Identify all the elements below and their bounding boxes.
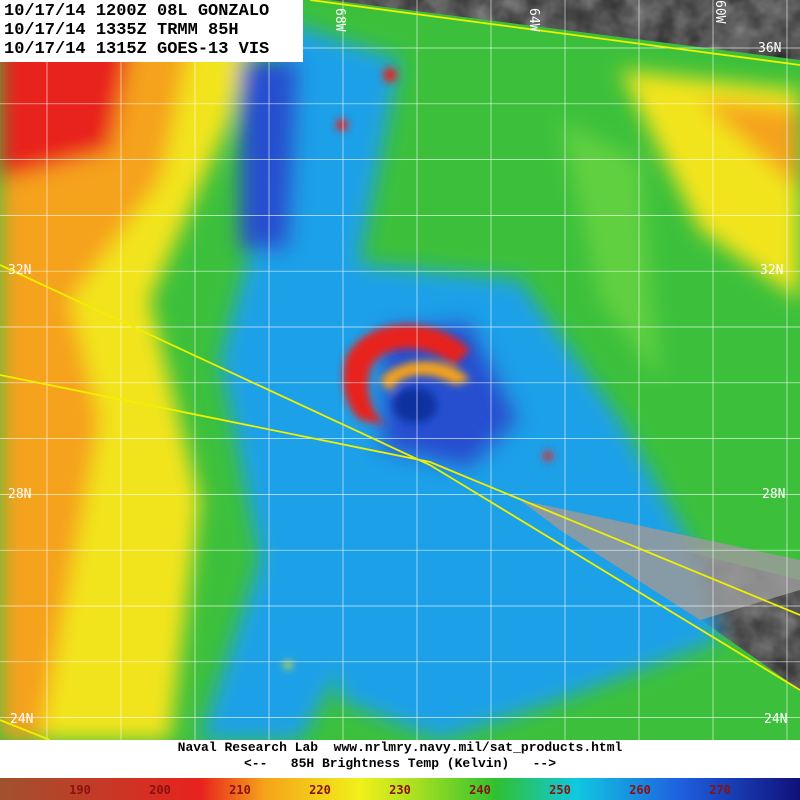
grid: [0, 0, 800, 740]
lon-label: 68W: [332, 8, 347, 32]
lat-label: 36N: [758, 41, 781, 56]
colorbar-gradient: [0, 778, 800, 800]
lon-label: 64W: [526, 8, 541, 32]
header: 10/17/14 1200Z 08L GONZALO 10/17/14 1335…: [0, 0, 303, 62]
colorbar-label: 250: [549, 783, 571, 797]
colorbar-label: 190: [69, 783, 91, 797]
footer: Naval Research Lab www.nrlmry.navy.mil/s…: [0, 740, 800, 778]
credit: Naval Research Lab www.nrlmry.navy.mil/s…: [177, 740, 623, 755]
lat-label: 24N: [764, 712, 787, 727]
colorbar-label: 200: [149, 783, 171, 797]
orbit-lines: [0, 0, 800, 740]
lon-label: 60W: [712, 0, 727, 24]
colorbar-label: 210: [229, 783, 251, 797]
satellite-image: 36N 32N 32N 28N 28N 24N 24N 68W 64W 60W: [0, 0, 800, 740]
header-line: 10/17/14 1315Z GOES-13 VIS: [4, 40, 270, 59]
header-line: 10/17/14 1335Z TRMM 85H: [4, 21, 239, 40]
colorbar-label: 220: [309, 783, 331, 797]
lat-label: 28N: [762, 487, 785, 502]
scale-title: <-- 85H Brightness Temp (Kelvin) -->: [243, 756, 557, 771]
colorbar-label: 260: [629, 783, 651, 797]
swath: [0, 0, 800, 740]
lat-label: 32N: [760, 263, 783, 278]
lat-label: 32N: [8, 263, 31, 278]
colorbar-label: 230: [389, 783, 411, 797]
lat-label: 24N: [10, 712, 33, 727]
colorbar-label: 240: [469, 783, 491, 797]
colorbar-label: 270: [709, 783, 731, 797]
colorbar: 190 200 210 220 230 240 250 260 270: [0, 778, 800, 800]
header-line: 10/17/14 1200Z 08L GONZALO: [4, 2, 270, 21]
lat-label: 28N: [8, 487, 31, 502]
